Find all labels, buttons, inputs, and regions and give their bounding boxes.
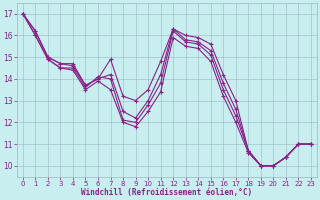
X-axis label: Windchill (Refroidissement éolien,°C): Windchill (Refroidissement éolien,°C) <box>81 188 252 197</box>
